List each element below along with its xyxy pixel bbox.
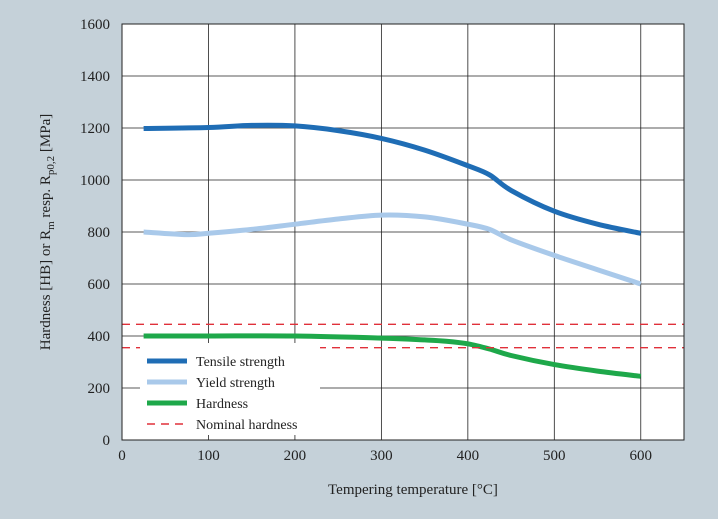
x-tick-labels: 0 100 200 300 400 500 600 <box>118 448 652 464</box>
x-tick-label: 200 <box>284 448 307 464</box>
x-tick-label: 500 <box>543 448 566 464</box>
x-tick-label: 600 <box>630 448 653 464</box>
legend-label-nominal-hardness: Nominal hardness <box>196 418 297 433</box>
legend-label-tensile-strength: Tensile strength <box>196 355 285 370</box>
y-tick-label: 0 <box>103 433 111 449</box>
y-tick-label: 400 <box>88 329 111 345</box>
legend-label-hardness: Hardness <box>196 397 248 412</box>
legend: Tensile strength Yield strength Hardness… <box>140 343 320 435</box>
x-tick-label: 100 <box>197 448 220 464</box>
y-axis-label: Hardness [HB] or Rm resp. Rp0,2 [MPa] <box>38 114 57 351</box>
series-line-hardness <box>143 333 642 379</box>
y-tick-label: 200 <box>88 381 111 397</box>
series-line-yield-strength <box>143 212 642 287</box>
x-tick-label: 300 <box>370 448 393 464</box>
y-tick-label: 1200 <box>80 121 110 137</box>
y-tick-label: 800 <box>88 225 111 241</box>
y-tick-label: 1400 <box>80 69 110 85</box>
x-tick-label: 0 <box>118 448 126 464</box>
x-tick-label: 400 <box>457 448 480 464</box>
legend-label-yield-strength: Yield strength <box>196 376 275 391</box>
x-axis-label: Tempering temperature [°C] <box>328 482 498 498</box>
y-tick-label: 1600 <box>80 17 110 33</box>
y-tick-label: 600 <box>88 277 111 293</box>
legend-box <box>140 343 320 435</box>
series-lines <box>122 122 684 379</box>
y-tick-label: 1000 <box>80 173 110 189</box>
y-tick-labels: 0 200 400 600 800 1000 1200 1400 1600 <box>80 17 110 449</box>
plot-frame <box>121 23 685 441</box>
series-line-tensile-strength <box>143 122 642 236</box>
